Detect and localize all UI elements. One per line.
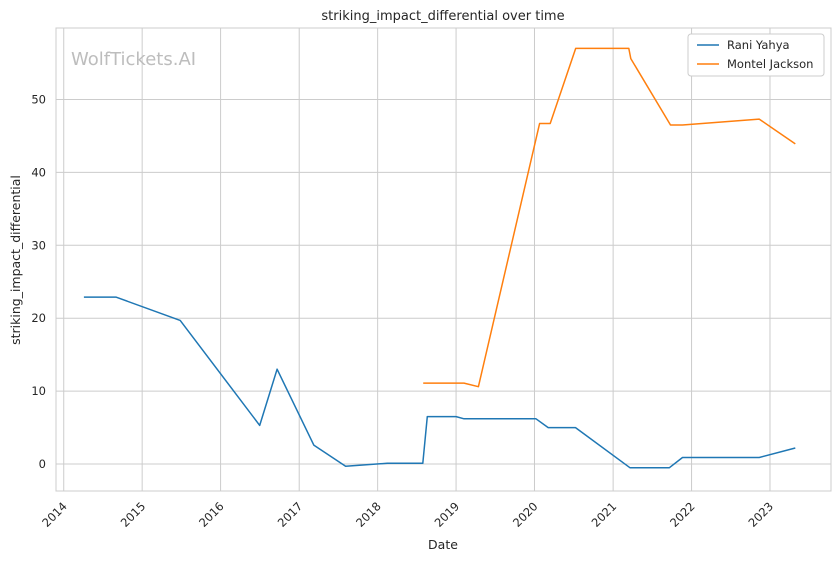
series-lines xyxy=(83,47,796,469)
series-line-montel-jackson xyxy=(423,47,796,388)
x-axis-ticks: 2014 2015 2016 2017 2018 2019 2020 2021 2022 2023 xyxy=(39,499,776,530)
y-axis-ticks: 0 10 20 30 40 50 xyxy=(31,92,46,471)
y-tick-label: 30 xyxy=(31,238,46,252)
y-axis-label: striking_impact_differential xyxy=(8,175,23,345)
y-tick-label: 0 xyxy=(39,457,46,471)
y-tick-label: 50 xyxy=(31,92,46,106)
legend: Rani Yahya Montel Jackson xyxy=(687,33,825,77)
series-line-rani-yahya xyxy=(83,296,796,469)
plot-area xyxy=(55,27,832,492)
watermark: WolfTickets.AI xyxy=(71,49,196,70)
x-axis-label: Date xyxy=(428,537,458,552)
y-tick-label: 10 xyxy=(31,384,46,398)
legend-label-montel-jackson: Montel Jackson xyxy=(727,57,813,71)
y-tick-label: 20 xyxy=(31,311,46,325)
y-tick-label: 40 xyxy=(31,165,46,179)
legend-label-rani-yahya: Rani Yahya xyxy=(727,38,790,52)
chart-title: striking_impact_differential over time xyxy=(321,9,564,24)
y-gridlines xyxy=(56,98,831,465)
legend-box xyxy=(687,33,825,77)
